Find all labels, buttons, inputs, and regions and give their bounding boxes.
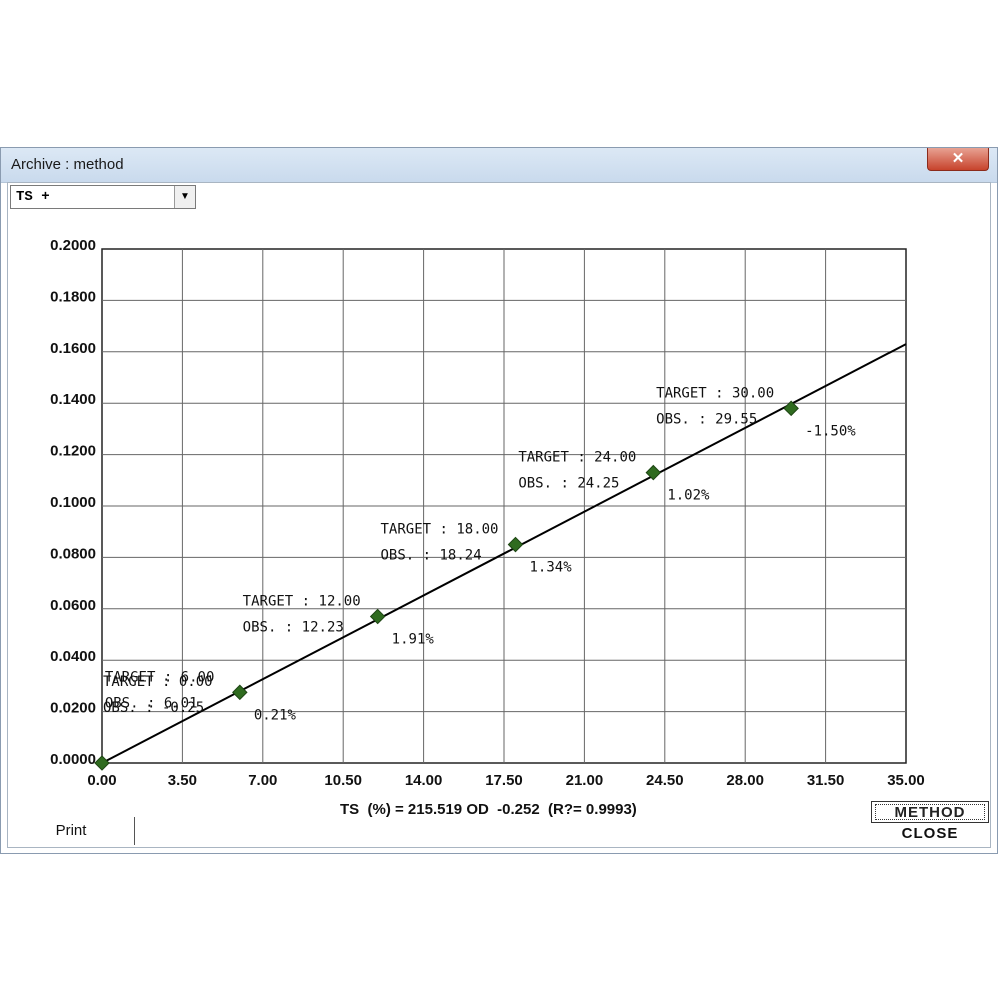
x-tick-label: 0.00 [87, 772, 116, 789]
data-point [645, 464, 662, 481]
y-tick-label: 0.0800 [50, 545, 96, 562]
x-tick-label: 21.00 [566, 772, 604, 789]
data-point [507, 536, 524, 553]
regression-equation: TS (%) = 215.519 OD -0.252 (R?= 0.9993) [340, 801, 637, 818]
y-tick-label: 0.0600 [50, 597, 96, 614]
data-point [783, 400, 799, 417]
y-tick-label: 0.1600 [50, 340, 96, 357]
data-point [232, 684, 248, 701]
point-target-label: TARGET : 12.00 [243, 594, 361, 610]
archive-window: Archive : method ✕ [0, 147, 998, 854]
point-target-label: TARGET : 18.00 [380, 522, 498, 538]
point-deviation-label: 1.02% [667, 488, 710, 504]
data-point [94, 755, 110, 771]
y-tick-label: 0.1400 [50, 391, 96, 408]
close-button[interactable]: CLOSE [901, 825, 959, 842]
point-deviation-label: 1.91% [392, 632, 435, 648]
point-obs-label: OBS. : 29.55 [656, 411, 757, 427]
data-points [94, 400, 799, 771]
point-obs-label: OBS. : 18.24 [380, 548, 481, 564]
x-tick-label: 35.00 [887, 772, 925, 789]
point-target-label: TARGET : 6.00 [105, 669, 215, 685]
close-icon: ✕ [951, 150, 965, 167]
point-target-label: TARGET : 0.00 [103, 674, 213, 690]
point-deviation-label: 0.21% [254, 707, 297, 723]
chart-ticks: 0.00 3.50 7.00 10.50 14.00 17.50 21.00 24.50 28.… [50, 237, 925, 789]
x-tick-label: 3.50 [168, 772, 197, 789]
y-tick-label: 0.1800 [50, 288, 96, 305]
x-tick-label: 17.50 [485, 772, 523, 789]
y-tick-label: 0.1000 [50, 494, 96, 511]
x-tick-label: 24.50 [646, 772, 684, 789]
x-tick-label: 7.00 [248, 772, 277, 789]
method-button[interactable]: METHOD [871, 801, 989, 823]
chevron-down-icon[interactable]: ▼ [174, 186, 195, 208]
y-tick-label: 0.0200 [50, 700, 96, 717]
point-obs-label: OBS. : -0.25 [103, 700, 204, 716]
point-deviation-label: -1.50% [805, 423, 856, 439]
point-obs-label: OBS. : 24.25 [518, 476, 619, 492]
data-point [369, 608, 386, 625]
point-deviation-label: 1.34% [529, 560, 572, 576]
y-tick-label: 0.2000 [50, 237, 96, 254]
close-window-button[interactable]: ✕ [927, 148, 989, 171]
series-dropdown[interactable]: TS + ▼ [10, 185, 196, 209]
y-tick-label: 0.0400 [50, 648, 96, 665]
x-tick-label: 14.00 [405, 772, 443, 789]
point-obs-label: OBS. : 12.23 [243, 620, 344, 636]
method-button-label: METHOD [875, 804, 985, 821]
chart-grid [101, 248, 907, 764]
print-button[interactable]: Print [8, 817, 135, 845]
series-dropdown-value: TS + [16, 189, 50, 205]
x-tick-label: 28.00 [726, 772, 764, 789]
y-tick-label: 0.1200 [50, 443, 96, 460]
y-tick-label: 0.0000 [50, 751, 96, 768]
x-tick-label: 10.50 [324, 772, 362, 789]
x-tick-label: 31.50 [807, 772, 845, 789]
point-target-label: TARGET : 24.00 [518, 450, 636, 466]
title-bar: Archive : method ✕ [1, 148, 997, 183]
content-area [7, 182, 991, 848]
point-target-label: TARGET : 30.00 [656, 385, 774, 401]
point-annotations: TARGET : 0.00 OBS. : -0.25 TARGET : 6.00 OB… [103, 385, 856, 723]
window-title: Archive : method [11, 156, 124, 173]
point-obs-label: OBS. : 6.01 [105, 695, 198, 711]
